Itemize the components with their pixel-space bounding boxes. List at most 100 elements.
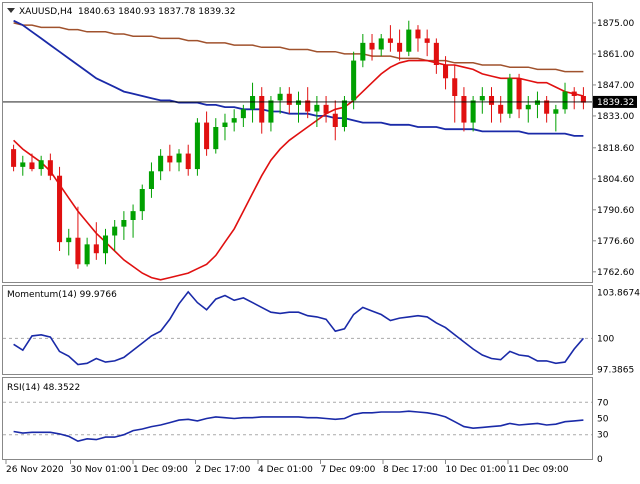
- current-price-box: [593, 95, 637, 108]
- candle-body: [148, 171, 154, 189]
- candle-body: [112, 226, 118, 236]
- fast-moving-average-line: [13, 59, 584, 281]
- candle: [102, 228, 109, 265]
- candle-body: [498, 104, 504, 114]
- candle-body: [553, 109, 559, 114]
- candle: [185, 144, 191, 176]
- candle: [75, 206, 81, 269]
- collapse-triangle-icon[interactable]: [7, 8, 15, 13]
- candle: [84, 237, 90, 267]
- candle: [443, 56, 449, 90]
- candle: [38, 155, 44, 176]
- momentum-line: [13, 290, 585, 366]
- candle: [204, 111, 210, 156]
- candle: [314, 96, 320, 127]
- candle-body: [341, 100, 347, 127]
- candle-body: [323, 104, 329, 114]
- candle: [130, 204, 136, 238]
- candle: [424, 29, 430, 57]
- candle-body: [452, 78, 458, 96]
- candle: [580, 87, 586, 110]
- candle-body: [507, 78, 513, 114]
- time-tick-label: 1 Dec 09:00: [133, 465, 188, 475]
- candle-body: [351, 60, 357, 101]
- candle-body: [47, 160, 53, 176]
- time-tick-label: 11 Dec 09:00: [508, 465, 569, 475]
- price-tick-label: 1762.60: [597, 268, 634, 278]
- candle: [516, 73, 522, 119]
- candle: [507, 73, 513, 119]
- time-tick-label: 8 Dec 17:00: [383, 465, 438, 475]
- candle: [323, 96, 329, 123]
- candle-body: [488, 96, 495, 105]
- candle: [360, 34, 366, 68]
- candle: [544, 96, 550, 123]
- candle: [461, 87, 467, 132]
- price-tick-label: 1847.00: [597, 81, 634, 91]
- time-tick-label: 10 Dec 01:00: [446, 465, 507, 475]
- candle-body: [277, 93, 283, 101]
- rsi-tick-label: 30: [597, 431, 609, 441]
- candle: [332, 100, 338, 141]
- candle-body: [29, 162, 35, 170]
- candle: [378, 34, 384, 57]
- candle: [20, 155, 26, 176]
- momentum-tick-label: 103.8674: [597, 288, 640, 298]
- candle-body: [534, 100, 540, 105]
- candle-body: [222, 122, 228, 127]
- candle: [11, 144, 17, 172]
- candle: [553, 104, 559, 132]
- candle: [452, 65, 458, 123]
- candle-body: [204, 122, 210, 150]
- candle-body: [167, 155, 173, 163]
- momentum-panel: [3, 290, 592, 366]
- candle-body: [250, 96, 256, 110]
- price-tick-label: 1818.60: [597, 144, 634, 154]
- candle-body: [562, 91, 568, 110]
- candle-body: [424, 38, 430, 43]
- candle-body: [57, 175, 63, 243]
- candle: [250, 82, 256, 123]
- rsi-panel-frame: [2, 377, 593, 460]
- time-tick-label: 26 Nov 2020: [6, 465, 64, 475]
- momentum-label: Momentum(14) 99.9766: [7, 290, 117, 300]
- current-price-label: 1839.32: [597, 98, 634, 108]
- candle-body: [20, 162, 26, 167]
- candle: [562, 82, 568, 114]
- price-tick-label: 1861.00: [597, 50, 634, 60]
- candle-body: [121, 220, 127, 227]
- price-tick-label: 1804.60: [597, 175, 634, 185]
- candle: [397, 29, 403, 61]
- candle-body: [75, 237, 81, 265]
- rsi-label: RSI(14) 48.3522: [7, 383, 80, 393]
- candle-body: [176, 153, 182, 163]
- candle: [93, 222, 99, 260]
- time-tick-label: 4 Dec 01:00: [258, 465, 313, 475]
- ohlc-label: 1840.63 1840.93 1837.78 1839.32: [78, 7, 235, 17]
- candle-body: [461, 96, 467, 123]
- candle-body: [213, 127, 219, 150]
- candle-body: [516, 78, 522, 110]
- candle: [406, 20, 412, 57]
- candle-body: [259, 96, 265, 123]
- candle: [305, 87, 311, 119]
- candle-body: [397, 42, 403, 52]
- candle-body: [406, 29, 412, 52]
- candle-body: [443, 65, 449, 79]
- symbol-label: XAUUSD,H4: [19, 7, 73, 17]
- candle: [295, 91, 302, 123]
- candle-body: [387, 38, 393, 43]
- price-tick-label: 1833.00: [597, 112, 634, 122]
- candle: [213, 118, 219, 154]
- candle: [148, 162, 154, 198]
- candle-body: [268, 100, 274, 123]
- candle-body: [332, 113, 338, 127]
- candle: [488, 87, 495, 123]
- candle-body: [544, 100, 550, 114]
- price-tick-label: 1875.00: [597, 19, 634, 29]
- candle-body: [158, 155, 164, 172]
- candle: [66, 228, 72, 256]
- candle: [121, 211, 127, 240]
